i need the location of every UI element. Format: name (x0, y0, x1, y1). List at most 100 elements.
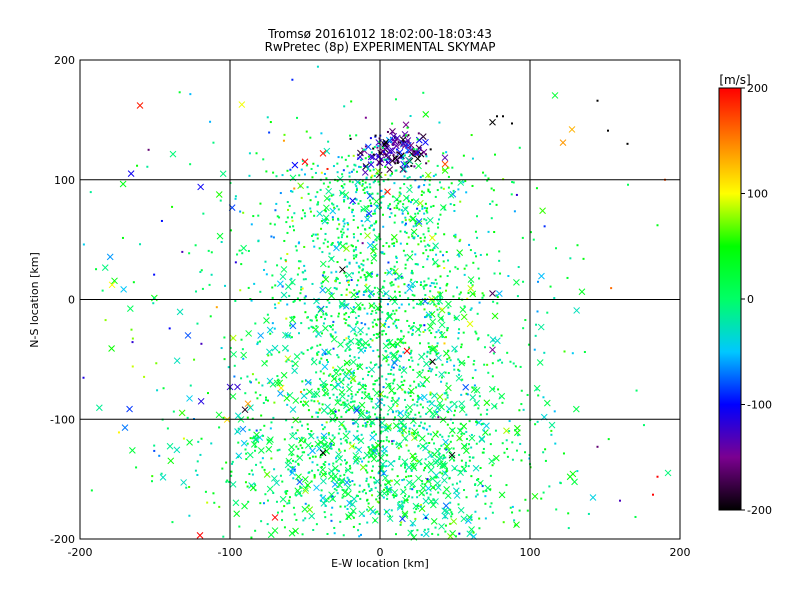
data-point-cross (306, 506, 314, 513)
data-point-dot (519, 442, 522, 445)
data-point-dot (320, 132, 323, 135)
data-point-dot (292, 225, 295, 228)
data-point-dot (337, 312, 340, 315)
data-point-dot (427, 188, 430, 191)
data-point-dot (406, 499, 409, 502)
data-point-dot (470, 446, 473, 449)
data-point-dot (656, 224, 659, 227)
data-point-cross (271, 344, 279, 352)
data-point-cross (573, 307, 581, 314)
data-point-cross (392, 155, 399, 162)
data-point-dot (447, 349, 450, 352)
data-point-dot (373, 481, 376, 484)
data-point-dot (323, 172, 326, 175)
data-point-dot (319, 188, 322, 191)
data-point-dot (431, 368, 434, 371)
data-point-cross (253, 431, 260, 439)
x-tick-label: -100 (218, 546, 243, 559)
data-point-dot (442, 168, 445, 171)
data-point-dot (482, 447, 485, 450)
data-point-dot (261, 466, 264, 469)
data-point-dot (520, 403, 523, 406)
data-point-dot (398, 194, 401, 197)
data-point-dot (421, 482, 424, 485)
data-point-dot (303, 296, 306, 299)
data-point-dot (423, 352, 426, 355)
data-point-dot (484, 517, 487, 520)
data-point-cross (442, 438, 450, 446)
data-point-dot (353, 257, 356, 260)
data-point-dot (404, 391, 407, 394)
data-point-dot (416, 489, 419, 492)
data-point-dot (474, 230, 477, 233)
data-point-dot (471, 376, 474, 379)
colorbar (718, 87, 742, 511)
data-point-cross (284, 332, 292, 339)
data-point-dot (428, 367, 431, 370)
data-point-dot (298, 174, 301, 177)
data-point-dot (362, 259, 365, 262)
data-point-dot (339, 241, 342, 244)
data-point-dot (250, 469, 253, 472)
data-point-dot (466, 297, 469, 300)
data-point-dot (158, 454, 161, 457)
data-point-cross (336, 454, 344, 462)
data-point-dot (365, 464, 368, 467)
data-point-cross (416, 371, 423, 379)
data-point-dot (656, 475, 659, 478)
data-point-dot (376, 510, 379, 513)
data-point-dot (210, 442, 213, 445)
data-point-dot (388, 245, 391, 248)
data-point-dot (343, 459, 346, 462)
data-point-dot (407, 475, 410, 478)
data-point-dot (286, 253, 289, 256)
data-point-dot (462, 181, 465, 184)
data-point-dot (456, 267, 459, 270)
data-point-dot (311, 346, 314, 349)
data-point-cross (280, 266, 288, 273)
data-point-dot (424, 284, 427, 287)
data-point-dot (460, 173, 463, 176)
data-point-dot (398, 290, 401, 293)
data-point-dot (333, 532, 336, 535)
data-point-dot (356, 430, 359, 433)
data-point-cross (249, 484, 257, 492)
data-point-dot (90, 489, 93, 492)
data-point-dot (456, 482, 459, 485)
data-point-cross (458, 406, 466, 413)
data-point-cross (389, 157, 396, 165)
data-point-cross (292, 397, 300, 404)
data-point-dot (351, 418, 354, 421)
data-point-dot (266, 523, 269, 526)
data-point-dot (444, 463, 447, 466)
data-point-dot (369, 425, 372, 428)
data-point-dot (407, 331, 410, 334)
data-point-dot (417, 396, 420, 399)
data-point-dot (381, 311, 384, 314)
data-point-dot (457, 503, 460, 506)
data-point-dot (379, 432, 382, 435)
data-point-dot (342, 489, 345, 492)
data-point-dot (332, 366, 335, 369)
data-point-dot (139, 243, 142, 246)
data-point-cross (321, 348, 329, 356)
data-point-dot (444, 530, 447, 533)
data-point-dot (402, 203, 405, 206)
data-point-dot (359, 348, 362, 351)
data-point-dot (341, 423, 344, 426)
data-point-dot (265, 398, 268, 401)
data-point-dot (364, 157, 367, 160)
data-point-dot (310, 480, 313, 483)
data-point-cross (543, 399, 551, 407)
data-point-dot (416, 404, 419, 407)
data-point-dot (370, 290, 373, 293)
data-point-dot (399, 523, 402, 526)
data-point-dot (454, 350, 457, 353)
data-point-dot (477, 478, 480, 481)
data-point-dot (372, 153, 375, 156)
data-point-cross (422, 111, 430, 118)
data-point-dot (452, 189, 455, 192)
data-point-cross (229, 481, 237, 488)
data-point-dot (437, 313, 440, 316)
data-point-dot (453, 409, 456, 412)
